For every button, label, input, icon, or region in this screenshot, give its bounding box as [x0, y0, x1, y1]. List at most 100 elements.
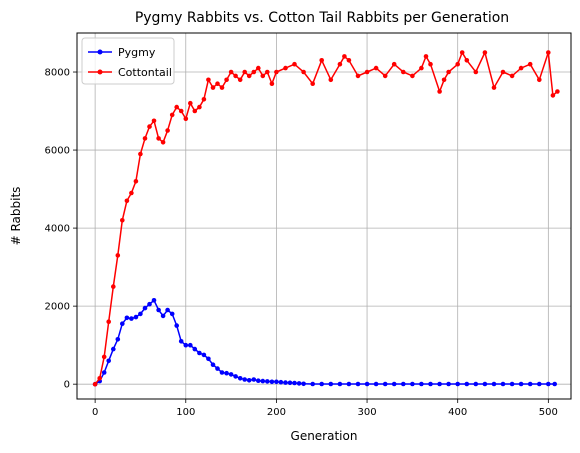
data-point-cottontail [169, 112, 175, 118]
x-tick-label: 400 [448, 407, 467, 418]
data-point-pygmy [278, 379, 284, 385]
data-point-cottontail [546, 50, 551, 55]
data-point-pygmy [328, 381, 334, 387]
data-point-cottontail [310, 81, 316, 86]
data-point-pygmy [491, 381, 497, 387]
data-point-pygmy [165, 307, 170, 313]
legend: Pygmy Cottontail [81, 37, 175, 85]
legend-label-pygmy: Pygmy [118, 46, 156, 59]
data-point-pygmy [537, 381, 542, 387]
data-point-cottontail [233, 73, 238, 79]
data-point-cottontail [219, 85, 225, 90]
data-point-cottontail [206, 77, 211, 83]
data-point-cottontail [165, 128, 170, 133]
data-point-cottontail [423, 54, 429, 59]
data-point-cottontail [106, 319, 111, 325]
data-point-pygmy [446, 381, 451, 387]
data-point-pygmy [151, 298, 157, 303]
x-tick-label: 300 [358, 407, 377, 418]
data-point-cottontail [129, 190, 134, 196]
data-point-pygmy [482, 381, 488, 387]
y-tick-label: 6000 [45, 146, 70, 157]
data-point-pygmy [437, 381, 442, 387]
data-point-pygmy [237, 376, 243, 381]
data-point-cottontail [382, 73, 388, 79]
data-point-cottontail [459, 50, 465, 55]
data-point-cottontail [260, 73, 266, 79]
x-tick-label: 100 [176, 407, 195, 418]
data-point-cottontail [215, 81, 220, 86]
data-point-pygmy [391, 381, 397, 387]
x-tick-label: 0 [92, 407, 98, 418]
series-cottontail [92, 50, 560, 387]
data-point-cottontail [292, 61, 297, 67]
data-point-pygmy [206, 356, 211, 362]
data-point-pygmy [160, 313, 166, 319]
data-point-pygmy [428, 381, 433, 387]
data-point-pygmy [246, 378, 252, 383]
data-point-cottontail [183, 116, 189, 122]
data-point-pygmy [178, 339, 184, 344]
data-point-pygmy [106, 358, 111, 364]
y-tick-label: 4000 [45, 224, 70, 235]
data-point-cottontail [428, 61, 433, 67]
data-point-cottontail [237, 77, 243, 83]
data-point-pygmy [518, 381, 524, 387]
y-tick-label: 8000 [45, 68, 70, 79]
data-point-cottontail [224, 77, 229, 83]
data-point-pygmy [552, 381, 557, 387]
data-point-pygmy [473, 381, 479, 387]
data-point-cottontail [138, 151, 143, 157]
y-axis: 0 2000 4000 6000 8000 [45, 68, 77, 391]
data-point-cottontail [455, 61, 461, 67]
data-point-cottontail [201, 97, 207, 102]
data-point-pygmy [124, 315, 130, 321]
data-point-pygmy [233, 374, 238, 379]
data-point-pygmy [115, 337, 121, 342]
data-point-pygmy [382, 381, 388, 387]
data-point-pygmy [129, 316, 134, 321]
gridlines [77, 33, 571, 399]
data-point-cottontail [251, 69, 257, 75]
y-tick-label: 0 [64, 380, 70, 391]
data-point-pygmy [260, 378, 266, 384]
data-point-cottontail [151, 118, 157, 124]
data-point-cottontail [391, 61, 397, 67]
data-point-cottontail [255, 65, 261, 71]
data-point-pygmy [419, 381, 424, 387]
data-point-cottontail [178, 108, 184, 114]
data-point-cottontail [174, 104, 179, 110]
data-point-pygmy [224, 370, 229, 376]
data-point-cottontail [364, 69, 370, 75]
legend-label-cottontail: Cottontail [118, 66, 172, 79]
data-point-pygmy [242, 377, 247, 382]
data-point-cottontail [274, 69, 279, 75]
data-point-pygmy [192, 346, 198, 352]
data-point-pygmy [455, 381, 461, 387]
x-axis-label: Generation [291, 429, 358, 443]
x-tick-label: 200 [267, 407, 286, 418]
data-point-cottontail [482, 50, 488, 55]
data-point-cottontail [491, 85, 497, 90]
data-point-cottontail [518, 65, 524, 71]
data-point-pygmy [169, 311, 175, 317]
data-point-pygmy [147, 301, 152, 307]
data-point-pygmy [251, 377, 257, 382]
data-point-cottontail [441, 77, 447, 83]
data-point-pygmy [296, 381, 302, 386]
data-point-cottontail [337, 61, 343, 67]
data-point-pygmy [197, 350, 202, 356]
legend-marker-pygmy [97, 49, 103, 55]
data-point-cottontail [160, 140, 166, 145]
x-axis: 0 100 200 300 400 500 [92, 399, 558, 418]
data-point-cottontail [147, 124, 152, 129]
data-point-cottontail [111, 284, 116, 289]
data-point-pygmy [156, 307, 161, 313]
series-layer [92, 50, 560, 387]
data-point-pygmy [364, 381, 370, 387]
data-point-cottontail [509, 73, 515, 79]
data-point-cottontail [500, 69, 506, 75]
data-point-cottontail [537, 77, 542, 83]
data-point-cottontail [319, 58, 325, 63]
data-point-pygmy [346, 381, 352, 387]
